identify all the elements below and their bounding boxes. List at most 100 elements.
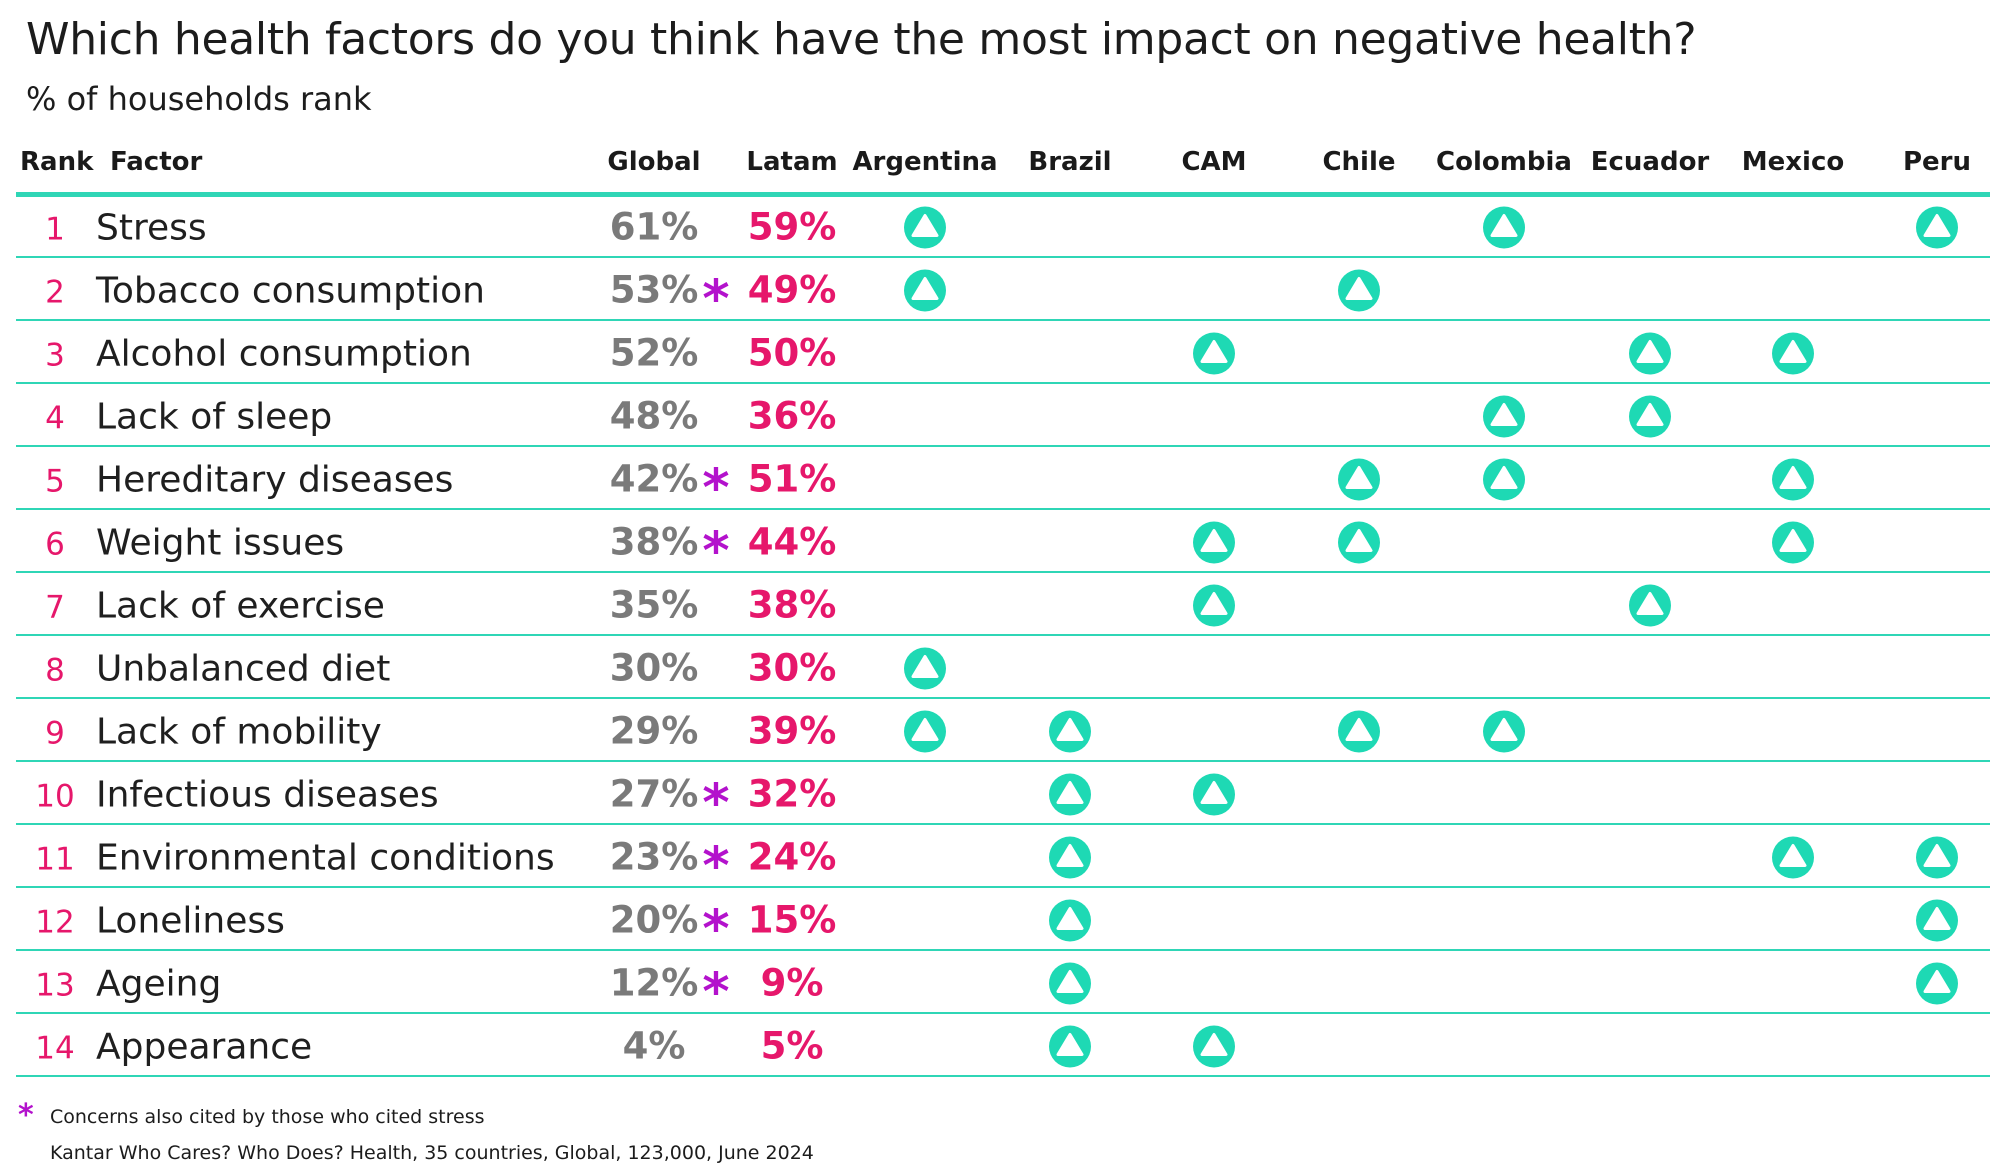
up-triangle-circle-icon [1916, 836, 1958, 879]
icon-triangle [1923, 970, 1951, 993]
up-triangle-circle-icon [1049, 773, 1091, 816]
global-value: 23% [610, 836, 699, 879]
up-triangle-circle-icon [1193, 584, 1235, 627]
global-value: 29% [610, 710, 699, 753]
factor-cell: Loneliness [96, 901, 285, 942]
icon-triangle [1345, 466, 1373, 489]
up-triangle-circle-icon [904, 647, 946, 690]
ranking-table: Rank Factor Global Latam Argentina Brazil CAM C… [16, 147, 1990, 1077]
up-triangle-circle-icon [1629, 395, 1671, 438]
footnote-star-icon: * [18, 1098, 34, 1133]
up-triangle-circle-icon [1049, 836, 1091, 879]
icon-triangle [1200, 781, 1228, 804]
latam-value: 30% [748, 647, 837, 690]
global-value: 53% [610, 269, 699, 312]
factor-cell: Tobacco consumption [95, 271, 485, 312]
latam-value: 49% [748, 269, 837, 312]
icon-triangle [1779, 340, 1807, 363]
rank-cell: 10 [35, 779, 74, 815]
footnote-text: Concerns also cited by those who cited s… [50, 1106, 485, 1128]
factor-cell: Environmental conditions [96, 838, 555, 879]
global-value: 52% [610, 332, 699, 375]
rank-cell: 6 [45, 527, 65, 563]
header-factor: Factor [110, 147, 202, 177]
icon-triangle [911, 277, 939, 300]
up-triangle-circle-icon [1049, 1025, 1091, 1068]
up-triangle-circle-icon [904, 269, 946, 312]
up-triangle-circle-icon [1483, 395, 1525, 438]
icon-triangle [1490, 214, 1518, 237]
factor-cell: Hereditary diseases [96, 460, 453, 501]
factor-cell: Appearance [96, 1027, 312, 1068]
latam-value: 15% [748, 899, 837, 942]
icon-triangle [1923, 844, 1951, 867]
factor-cell: Lack of exercise [96, 586, 385, 627]
up-triangle-circle-icon [1629, 332, 1671, 375]
header-brazil: Brazil [1028, 147, 1111, 177]
up-triangle-circle-icon [1049, 962, 1091, 1005]
icon-triangle [1056, 718, 1084, 741]
latam-value: 32% [748, 773, 837, 816]
latam-value: 24% [748, 836, 837, 879]
rank-cell: 3 [45, 338, 65, 374]
up-triangle-circle-icon [1916, 206, 1958, 249]
icon-triangle [911, 655, 939, 678]
factor-cell: Ageing [96, 964, 221, 1005]
latam-value: 39% [748, 710, 837, 753]
header-chile: Chile [1322, 147, 1395, 177]
factor-cell: Weight issues [96, 523, 344, 564]
icon-triangle [1636, 403, 1664, 426]
latam-value: 9% [761, 962, 824, 1005]
header-rank: Rank [20, 147, 94, 177]
header-peru: Peru [1903, 147, 1971, 177]
icon-triangle [1200, 529, 1228, 552]
header-argentina: Argentina [852, 147, 997, 177]
header-cam: CAM [1181, 147, 1246, 177]
rank-cell: 5 [45, 464, 65, 500]
up-triangle-circle-icon [1772, 458, 1814, 501]
rank-cell: 2 [45, 275, 65, 311]
up-triangle-circle-icon [1193, 332, 1235, 375]
up-triangle-circle-icon [1338, 521, 1380, 564]
rank-cell: 12 [35, 905, 74, 941]
row-divider [16, 1075, 1990, 1077]
up-triangle-circle-icon [1193, 773, 1235, 816]
up-triangle-circle-icon [1338, 269, 1380, 312]
latam-value: 51% [748, 458, 837, 501]
up-triangle-circle-icon [1483, 206, 1525, 249]
icon-triangle [911, 214, 939, 237]
up-triangle-circle-icon [1338, 710, 1380, 753]
row-divider [16, 1012, 1990, 1014]
header-latam: Latam [746, 147, 837, 177]
global-value: 12% [610, 962, 699, 1005]
header-ecuador: Ecuador [1591, 147, 1710, 177]
chart-title: Which health factors do you think have t… [26, 14, 1697, 65]
header-mexico: Mexico [1742, 147, 1844, 177]
up-triangle-circle-icon [1629, 584, 1671, 627]
row-divider [16, 508, 1990, 510]
factor-cell: Alcohol consumption [96, 334, 472, 375]
rank-cell: 9 [45, 716, 65, 752]
row-divider [16, 760, 1990, 762]
rank-cell: 14 [35, 1031, 74, 1067]
icon-triangle [911, 718, 939, 741]
rank-cell: 8 [45, 653, 65, 689]
icon-triangle [1636, 340, 1664, 363]
rank-cell: 13 [35, 968, 74, 1004]
rank-cell: 7 [45, 590, 65, 626]
up-triangle-circle-icon [1916, 899, 1958, 942]
latam-value: 36% [748, 395, 837, 438]
global-value: 20% [610, 899, 699, 942]
icon-triangle [1056, 1033, 1084, 1056]
up-triangle-circle-icon [1483, 710, 1525, 753]
icon-triangle [1779, 466, 1807, 489]
icon-triangle [1779, 844, 1807, 867]
row-divider [16, 697, 1990, 699]
header-rule [16, 192, 1990, 197]
row-divider [16, 949, 1990, 951]
up-triangle-circle-icon [1772, 836, 1814, 879]
icon-triangle [1345, 718, 1373, 741]
latam-value: 50% [748, 332, 837, 375]
latam-value: 5% [761, 1025, 824, 1068]
icon-triangle [1923, 214, 1951, 237]
